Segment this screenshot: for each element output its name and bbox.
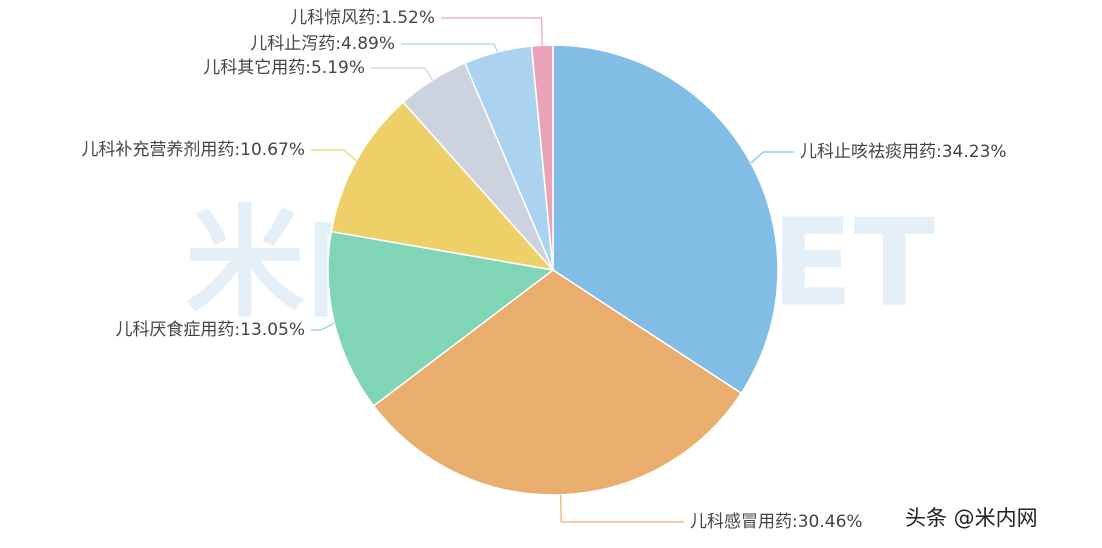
data-label: 儿科感冒用药:30.46% — [690, 512, 863, 532]
data-label: 儿科惊风药:1.52% — [290, 8, 435, 28]
leader-line — [750, 151, 794, 164]
data-label: 儿科厌食症用药:13.05% — [115, 320, 305, 340]
data-label: 儿科止咳祛痰用药:34.23% — [800, 142, 1007, 162]
pie-slice — [372, 269, 743, 496]
data-label: 儿科补充营养剂用药:10.67% — [81, 140, 305, 160]
leader-line — [560, 494, 684, 523]
leader-line — [401, 43, 499, 53]
leader-line — [311, 322, 335, 331]
pie-slice — [327, 230, 555, 407]
leader-line — [441, 17, 543, 46]
leader-line — [311, 149, 357, 162]
pie-slice — [330, 101, 555, 272]
credit: 头条 @米内网 — [905, 506, 1038, 530]
data-label: 儿科止泻药:4.89% — [250, 34, 395, 54]
leader-line — [371, 67, 433, 81]
data-label: 儿科其它用药:5.19% — [203, 58, 365, 78]
